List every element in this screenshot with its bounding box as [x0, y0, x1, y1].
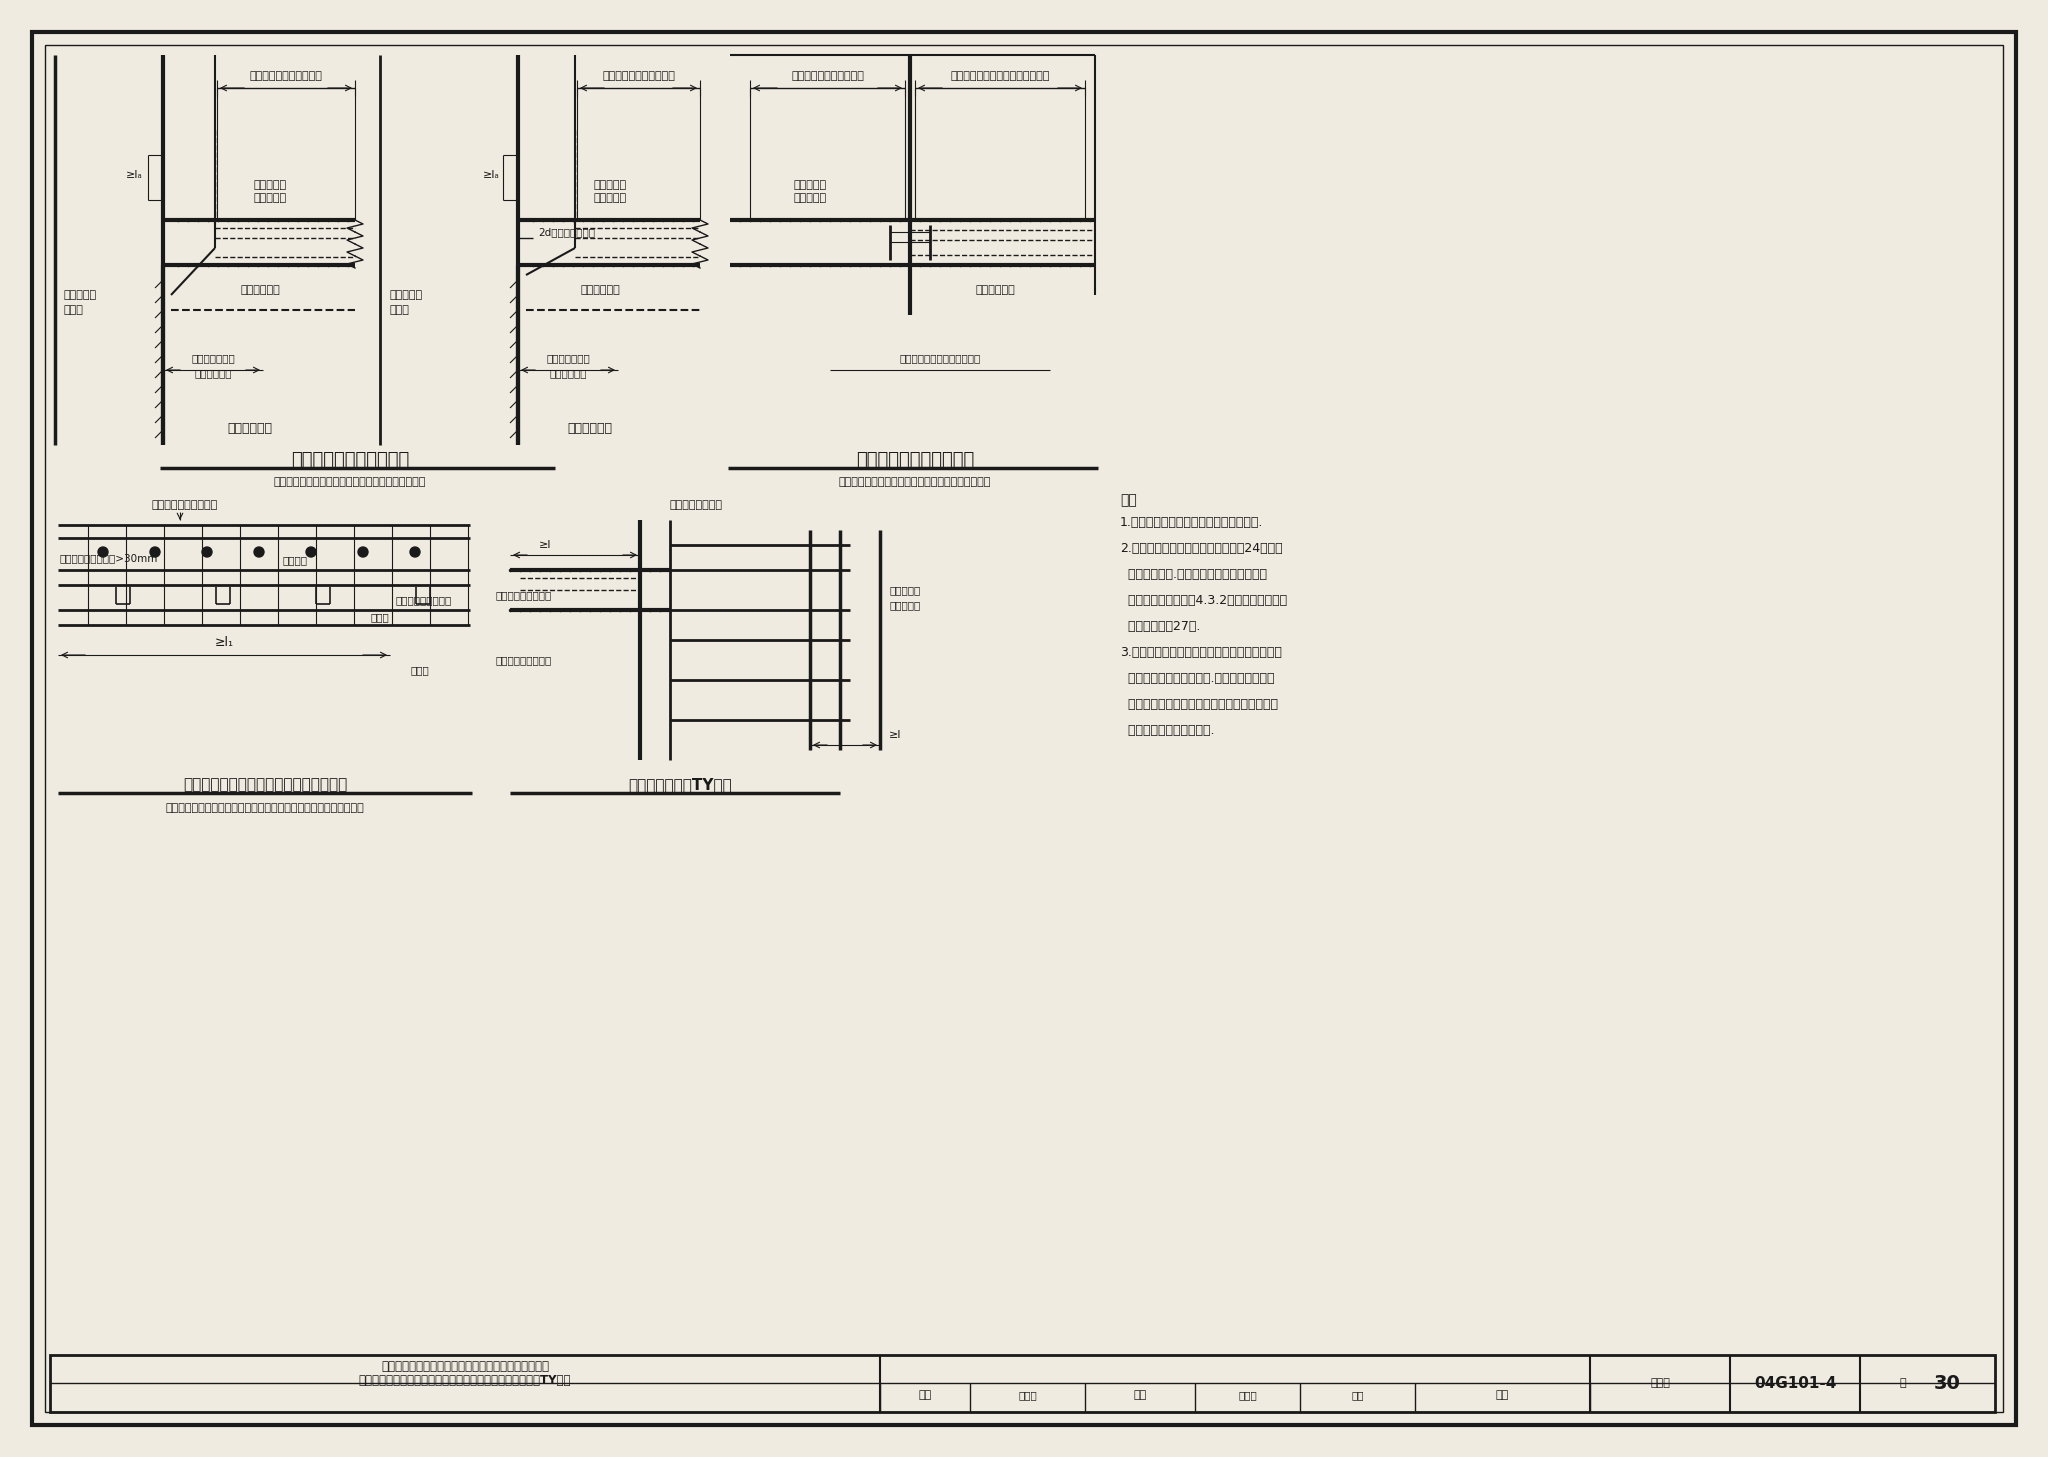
- Text: 板带下部上层受力纵筋: 板带下部上层受力纵筋: [152, 500, 219, 510]
- Text: 上部非贯通纵筋延伸长度: 上部非贯通纵筋延伸长度: [250, 71, 322, 82]
- Text: 钉筋连接构造.当采用非接触式的绑扁搭接: 钉筋连接构造.当采用非接触式的绑扁搭接: [1120, 567, 1268, 580]
- Text: 上部非贯通纵筋延伸长度: 上部非贯通纵筋延伸长度: [791, 71, 864, 82]
- Text: 板底面: 板底面: [412, 664, 430, 675]
- Text: 板带端支座纵向钉筋构造: 板带端支座纵向钉筋构造: [291, 452, 410, 469]
- Text: 板带下部下层受力纵筋搭接端头翘起构造，板带悬挑板挑樹TY构造: 板带下部下层受力纵筋搭接端头翘起构造，板带悬挑板挑樹TY构造: [358, 1374, 571, 1387]
- Text: 设计: 设计: [1495, 1390, 1509, 1400]
- Text: ≥l: ≥l: [539, 541, 551, 549]
- Text: 板带上部受力纵筋: 板带上部受力纵筋: [670, 500, 723, 510]
- Circle shape: [358, 546, 369, 557]
- Text: 翘起，详见本图相应构造.: 翘起，详见本图相应构造.: [1120, 724, 1214, 736]
- Text: 上部贯通与: 上部贯通与: [793, 181, 827, 189]
- Text: 上部非贯通纵筋延伸长度: 上部非贯通纵筋延伸长度: [602, 71, 676, 82]
- Text: 审核: 审核: [918, 1390, 932, 1400]
- Text: 在边梁角筋: 在边梁角筋: [389, 290, 424, 300]
- Text: 橹板配筋图: 橹板配筋图: [891, 586, 922, 594]
- Bar: [49, 1355, 1995, 1412]
- Text: 04G101-4: 04G101-4: [1753, 1375, 1837, 1391]
- Text: 下部贯通纵筋: 下部贯通纵筋: [975, 286, 1016, 294]
- Text: 上部贯通与: 上部贯通与: [254, 181, 287, 189]
- Text: 非贯通纵筋: 非贯通纵筋: [793, 192, 827, 203]
- Text: 图集号: 图集号: [1651, 1378, 1669, 1389]
- Text: 在边梁角筋: 在边梁角筋: [63, 290, 96, 300]
- Text: 分别绑扎: 分别绑扎: [283, 555, 307, 565]
- Text: 内弯钩: 内弯钩: [63, 305, 82, 315]
- Text: （板带上部非贯通纵筋向跨内延伸长度按设计标注）: （板带上部非贯通纵筋向跨内延伸长度按设计标注）: [274, 476, 426, 487]
- Text: 其祥: 其祥: [1352, 1390, 1364, 1400]
- Circle shape: [203, 546, 213, 557]
- Text: 下部贯通纵筋: 下部贯通纵筋: [580, 286, 621, 294]
- Circle shape: [410, 546, 420, 557]
- Text: （跨中板带）: （跨中板带）: [567, 421, 612, 434]
- Text: 正交方向边柱列: 正交方向边柱列: [190, 353, 236, 363]
- Text: （搭接范围的所有交叉点均应绑扁，其他点的绑扁密度按规范要求）: （搭接范围的所有交叉点均应绑扁，其他点的绑扁密度按规范要求）: [166, 803, 365, 813]
- Text: 板带端支座纵向钉筋构造，板带悬挑端纵向钉筋构造，: 板带端支座纵向钉筋构造，板带悬挑端纵向钉筋构造，: [381, 1361, 549, 1374]
- Text: 保护层: 保护层: [371, 612, 389, 622]
- Text: 30: 30: [1933, 1374, 1960, 1393]
- Text: ≥lₐ: ≥lₐ: [127, 170, 143, 181]
- Text: 柱上板带宽度: 柱上板带宽度: [549, 369, 586, 377]
- Text: 页: 页: [1898, 1378, 1907, 1389]
- Text: 下部贯通纵筋: 下部贯通纵筋: [240, 286, 281, 294]
- Text: 另向板带上部受力筋: 另向板带上部受力筋: [496, 590, 551, 600]
- Text: 内弯钩: 内弯钩: [389, 305, 410, 315]
- Text: 板带悬挑端纵向钉筋构造: 板带悬挑端纵向钉筋构造: [856, 452, 975, 469]
- Text: 上部贯通与非贯通纵筋至悬挑端部: 上部贯通与非贯通纵筋至悬挑端部: [950, 71, 1051, 82]
- Text: 校对: 校对: [1133, 1390, 1147, 1400]
- Text: 板带下部下层受力纵筋搭接端头翘起构造: 板带下部下层受力纵筋搭接端头翘起构造: [182, 778, 346, 793]
- Text: 柱上板带宽度: 柱上板带宽度: [195, 369, 231, 377]
- Text: ≥l₁: ≥l₁: [215, 637, 233, 650]
- Circle shape: [305, 546, 315, 557]
- Text: ≥l: ≥l: [889, 730, 901, 740]
- Text: 3.板位于同一层面的两向交叉纵筋何向在下何向: 3.板位于同一层面的两向交叉纵筋何向在下何向: [1120, 645, 1282, 659]
- Text: 板带悬挑板挑樹TY构造: 板带悬挑板挑樹TY构造: [629, 778, 731, 793]
- Text: 另向板带下部受力筋: 另向板带下部受力筋: [496, 656, 551, 664]
- Text: 非贯通纵筋: 非贯通纵筋: [254, 192, 287, 203]
- Text: 连接时，应按规则兂4.3.2条执行，其具体构: 连接时，应按规则兂4.3.2条执行，其具体构: [1120, 593, 1286, 606]
- Text: 1.本图构造同样适用于无添帽的无梁楼盖.: 1.本图构造同样适用于无添帽的无梁楼盖.: [1120, 516, 1264, 529]
- Text: ≥lₐ: ≥lₐ: [483, 170, 500, 181]
- Text: 陈劲曦: 陈劲曦: [1018, 1390, 1036, 1400]
- Text: 正交方向边柱列柱上板带宽度: 正交方向边柱列柱上板带宽度: [899, 353, 981, 363]
- Circle shape: [254, 546, 264, 557]
- Circle shape: [98, 546, 109, 557]
- Text: 非贯通纵筋: 非贯通纵筋: [594, 192, 627, 203]
- Text: 非接触搭接钢筋净距>30mm: 非接触搭接钢筋净距>30mm: [59, 554, 158, 562]
- Circle shape: [150, 546, 160, 557]
- Text: 刘其祥: 刘其祥: [1239, 1390, 1257, 1400]
- Text: 详具体设计: 详具体设计: [891, 600, 922, 610]
- Text: 上部贯通与: 上部贯通与: [594, 181, 627, 189]
- Text: 正交方向边柱列: 正交方向边柱列: [547, 353, 590, 363]
- Text: （柱上板带）: （柱上板带）: [227, 421, 272, 434]
- Text: 造要求详见則27页.: 造要求详见則27页.: [1120, 619, 1200, 632]
- Text: 板带下下层受力纵筋: 板带下下层受力纵筋: [395, 594, 451, 605]
- Text: 在上，应按具体设计说明.板带下部下层的受: 在上，应按具体设计说明.板带下部下层的受: [1120, 672, 1274, 685]
- Text: 力纵筋采用搭接连接时，搭接钉筋端头应向上: 力纵筋采用搭接连接时，搭接钉筋端头应向上: [1120, 698, 1278, 711]
- Text: 注：: 注：: [1120, 492, 1137, 507]
- Text: 2.板上部贯通纵筋的连接要求详见則24页纵向: 2.板上部贯通纵筋的连接要求详见則24页纵向: [1120, 542, 1282, 555]
- Text: （板带上部非贯通纵筋向跨内延伸长度按设计标注）: （板带上部非贯通纵筋向跨内延伸长度按设计标注）: [840, 476, 991, 487]
- Text: 2d且至少到梁中线: 2d且至少到梁中线: [539, 227, 596, 237]
